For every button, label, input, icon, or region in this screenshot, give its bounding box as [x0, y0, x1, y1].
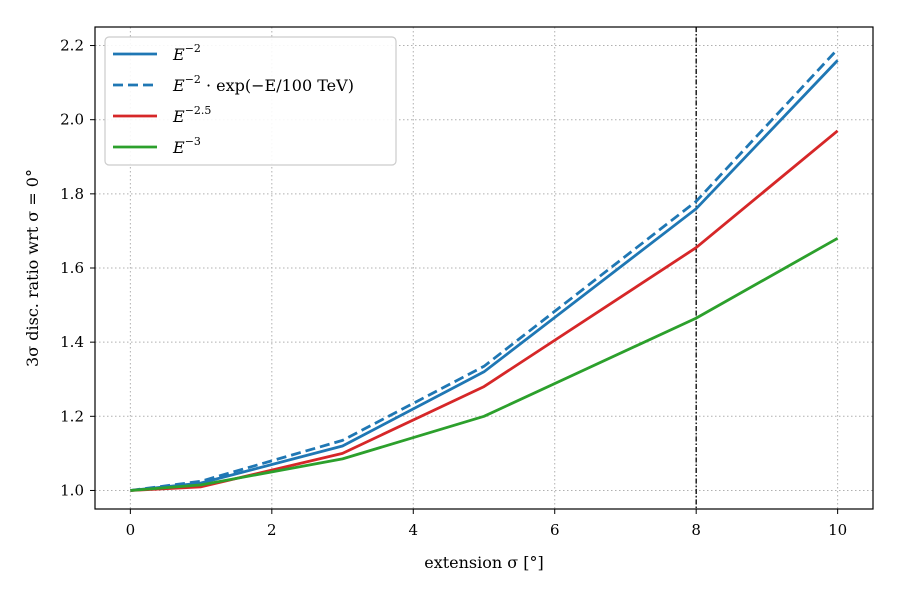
x-axis-ticks: 0 2 4 6 8 10: [126, 509, 847, 539]
x-tick-label: 8: [691, 521, 701, 539]
x-axis-label: extension σ [°]: [424, 553, 544, 572]
y-tick-label: 2.0: [60, 111, 84, 129]
y-tick-label: 1.2: [60, 407, 84, 425]
y-tick-label: 1.8: [60, 185, 84, 203]
x-tick-label: 0: [126, 521, 136, 539]
y-tick-label: 1.6: [60, 259, 84, 277]
legend-label: E−2: [172, 42, 201, 64]
series-group: [130, 48, 839, 492]
y-tick-label: 1.0: [60, 481, 84, 499]
y-axis-label: 3σ disc. ratio wrt σ = 0°: [23, 169, 42, 367]
series-line-0: [130, 59, 839, 492]
y-axis-ticks: 1.0 1.2 1.4 1.6 1.8 2.0 2.2: [60, 37, 95, 499]
x-tick-label: 2: [267, 521, 277, 539]
y-tick-label: 1.4: [60, 333, 84, 351]
legend-label: E−3: [172, 135, 201, 157]
x-tick-label: 10: [828, 521, 847, 539]
legend: E−2 E−2 · exp(−E/100 TeV) E−2.5 E−3: [104, 36, 397, 166]
y-tick-label: 2.2: [60, 37, 84, 55]
x-tick-label: 4: [408, 521, 418, 539]
series-line-1: [130, 48, 839, 492]
series-line-3: [130, 237, 839, 492]
x-tick-label: 6: [550, 521, 560, 539]
legend-label: E−2 · exp(−E/100 TeV): [172, 73, 354, 95]
legend-box: [104, 36, 397, 166]
grid: [95, 27, 873, 509]
series-line-2: [130, 129, 839, 492]
legend-label: E−2.5: [172, 104, 211, 126]
